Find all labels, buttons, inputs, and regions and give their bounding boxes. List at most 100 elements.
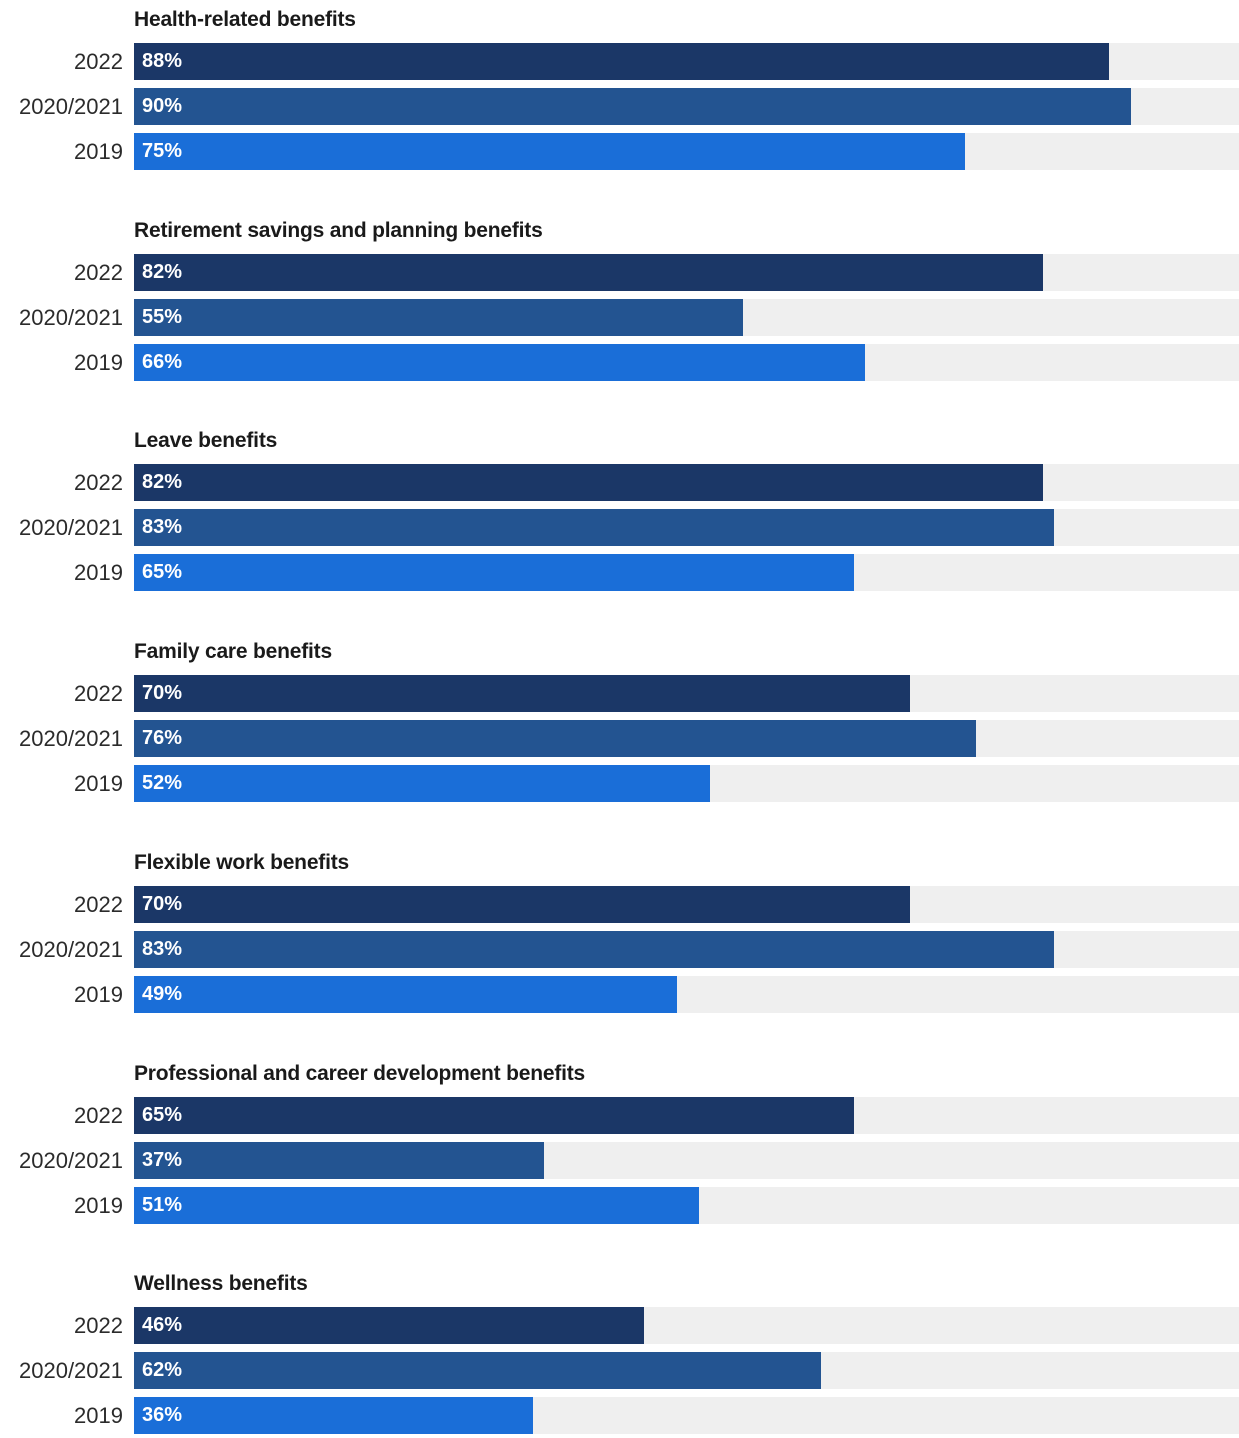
bar-group-health-related-benefits: Health-related benefits 2022 88% 2020/2021 9… [0,0,1239,174]
bar: 65% [134,1097,854,1134]
bar-track: 46% [134,1307,1239,1344]
bar-row-2019: 2019 49% [0,976,1239,1013]
bar-row-2020-2021: 2020/2021 90% [0,88,1239,125]
bar: 70% [134,675,910,712]
bar: 65% [134,554,854,591]
bar: 82% [134,254,1043,291]
bar-track: 55% [134,299,1239,336]
bar-track: 65% [134,1097,1239,1134]
bar-group-retirement-savings-and-planning-benefits: Retirement savings and planning benefits… [0,211,1239,385]
bar-row-2020-2021: 2020/2021 83% [0,931,1239,968]
bar-track: 88% [134,43,1239,80]
bar-track: 83% [134,509,1239,546]
bar-track: 70% [134,886,1239,923]
bar-row-2022: 2022 70% [0,886,1239,923]
group-title: Flexible work benefits [134,851,349,874]
year-label: 2022 [74,260,123,285]
bar-row-2020-2021: 2020/2021 55% [0,299,1239,336]
bar: 66% [134,344,865,381]
bar: 62% [134,1352,821,1389]
bar: 90% [134,88,1131,125]
bar-row-2022: 2022 65% [0,1097,1239,1134]
value-label: 75% [142,140,183,162]
bar: 83% [134,931,1054,968]
value-label: 70% [142,893,183,915]
bar-row-2022: 2022 82% [0,464,1239,501]
bar-track: 76% [134,720,1239,757]
year-label: 2020/2021 [19,1358,123,1383]
year-label: 2019 [74,350,123,375]
bar-group-leave-benefits: Leave benefits 2022 82% 2020/2021 83% 2019 65% [0,421,1239,595]
year-label: 2022 [74,892,123,917]
year-label: 2020/2021 [19,726,123,751]
year-label: 2020/2021 [19,1148,123,1173]
value-label: 36% [142,1404,183,1426]
group-title: Leave benefits [134,429,278,452]
value-label: 82% [142,261,183,283]
year-label: 2022 [74,49,123,74]
year-label: 2019 [74,982,123,1007]
value-label: 70% [142,682,183,704]
bar: 49% [134,976,677,1013]
bar: 82% [134,464,1043,501]
bar: 70% [134,886,910,923]
bar-track: 65% [134,554,1239,591]
year-label: 2019 [74,139,123,164]
bar-track: 37% [134,1142,1239,1179]
bar-track: 82% [134,254,1239,291]
bar: 75% [134,133,965,170]
bar: 55% [134,299,743,336]
value-label: 66% [142,351,183,373]
value-label: 49% [142,983,183,1005]
bar-track: 62% [134,1352,1239,1389]
bar: 76% [134,720,976,757]
value-label: 76% [142,727,183,749]
bar-track: 70% [134,675,1239,712]
value-label: 90% [142,95,183,117]
bar-group-wellness-benefits: Wellness benefits 2022 46% 2020/2021 62% 2019… [0,1264,1239,1438]
year-label: 2022 [74,1103,123,1128]
year-label: 2019 [74,771,123,796]
bar-row-2022: 2022 82% [0,254,1239,291]
value-label: 37% [142,1149,183,1171]
bar-track: 52% [134,765,1239,802]
value-label: 65% [142,561,183,583]
year-label: 2019 [74,560,123,585]
bar-row-2022: 2022 88% [0,43,1239,80]
value-label: 83% [142,938,183,960]
value-label: 83% [142,516,183,538]
value-label: 65% [142,1104,183,1126]
bar: 51% [134,1187,699,1224]
bar-row-2020-2021: 2020/2021 37% [0,1142,1239,1179]
year-label: 2019 [74,1193,123,1218]
bar-row-2022: 2022 70% [0,675,1239,712]
bar: 52% [134,765,710,802]
bar-row-2020-2021: 2020/2021 76% [0,720,1239,757]
group-title: Health-related benefits [134,8,356,31]
bar-row-2019: 2019 65% [0,554,1239,591]
year-label: 2022 [74,1313,123,1338]
bar-track: 49% [134,976,1239,1013]
value-label: 52% [142,772,183,794]
bar-track: 66% [134,344,1239,381]
year-label: 2020/2021 [19,305,123,330]
value-label: 62% [142,1359,183,1381]
bar-track: 82% [134,464,1239,501]
value-label: 82% [142,471,183,493]
bar-group-flexible-work-benefits: Flexible work benefits 2022 70% 2020/2021 83… [0,843,1239,1017]
bar-track: 83% [134,931,1239,968]
group-title: Professional and career development bene… [134,1062,586,1085]
bar-row-2019: 2019 75% [0,133,1239,170]
bar-track: 36% [134,1397,1239,1434]
value-label: 88% [142,50,183,72]
bar-row-2019: 2019 51% [0,1187,1239,1224]
bar: 36% [134,1397,533,1434]
group-title: Retirement savings and planning benefits [134,219,543,242]
bar-row-2022: 2022 46% [0,1307,1239,1344]
bar-track: 51% [134,1187,1239,1224]
value-label: 51% [142,1194,183,1216]
year-label: 2020/2021 [19,937,123,962]
bar-row-2019: 2019 66% [0,344,1239,381]
group-title: Family care benefits [134,640,332,663]
